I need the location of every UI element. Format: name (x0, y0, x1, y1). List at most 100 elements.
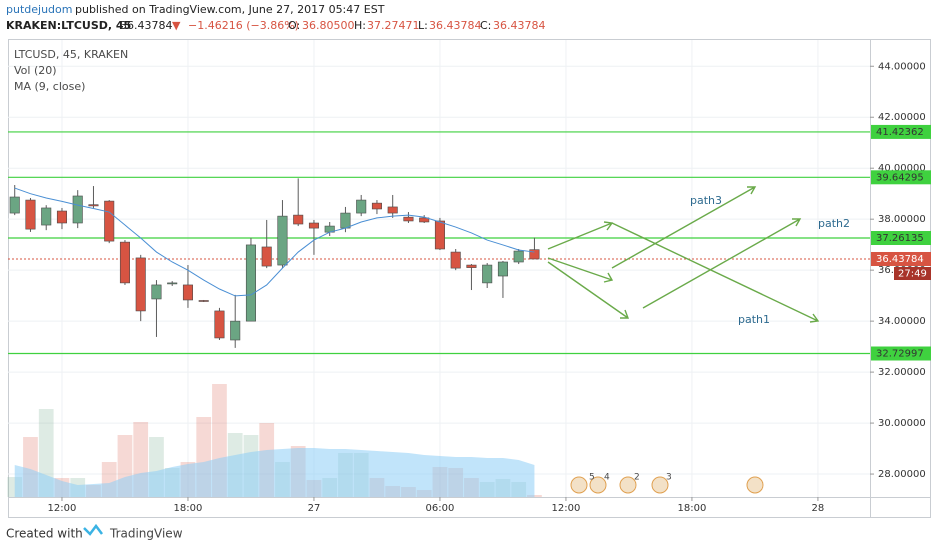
candle-body (482, 264, 493, 284)
change: −1.46216 (−3.86%) (188, 19, 299, 32)
candle-body (198, 300, 209, 302)
countdown: 27:49 (898, 268, 927, 279)
y-tick-label: 32.00000 (878, 367, 926, 378)
y-tick-label: 38.00000 (878, 214, 926, 225)
candle-body (56, 210, 67, 224)
candle-body (245, 244, 256, 322)
candle-body (293, 214, 304, 225)
level-label: 41.42362 (876, 127, 924, 138)
high: 37.27471 (367, 19, 420, 32)
y-tick-label: 34.00000 (878, 316, 926, 327)
event-count: 5 (589, 473, 595, 483)
x-tick-label: 12:00 (48, 503, 77, 514)
candle-body (72, 195, 83, 224)
x-tick-label: 28 (812, 503, 825, 514)
drawings (547, 186, 820, 323)
candle-body (214, 310, 225, 339)
candle-body (25, 199, 36, 230)
level-label-box (871, 346, 931, 361)
x-tick-label: 18:00 (174, 503, 203, 514)
level-label: 32.72997 (876, 349, 924, 360)
candle-body (434, 220, 445, 250)
legend-item: Vol (20) (14, 64, 57, 77)
legend-item: MA (9, close) (14, 80, 85, 93)
candle-body (450, 251, 461, 269)
h-label: H: (354, 19, 366, 32)
grid (8, 40, 870, 497)
volume-pane (7, 384, 542, 497)
y-tick-label: 30.00000 (878, 418, 926, 429)
candle-body (497, 261, 508, 277)
annotation: path1 (738, 313, 770, 326)
level-label-box (871, 124, 931, 139)
annotation: path2 (818, 217, 850, 230)
candle-body (513, 250, 524, 263)
candle-body (340, 212, 351, 229)
y-tick-label: 42.00000 (878, 112, 926, 123)
open: 36.80500 (302, 19, 355, 32)
candle-body (419, 217, 430, 223)
candle-body (356, 199, 367, 214)
volume-ma-area (14, 448, 535, 497)
arrow (611, 186, 757, 269)
annotation: path3 (690, 194, 722, 207)
candle-body (88, 204, 99, 207)
event-icon[interactable] (589, 476, 607, 494)
price: 36.43784 (120, 19, 173, 32)
change-arrow: ▼ (172, 19, 181, 32)
y-tick-label: 44.00000 (878, 61, 926, 72)
candle-body (230, 320, 241, 341)
event-count: 3 (666, 473, 672, 483)
arrow (547, 257, 614, 283)
y-tick-label: 28.00000 (878, 469, 926, 480)
event-icon[interactable] (570, 476, 588, 494)
footer-brand: TradingView (109, 527, 183, 541)
plot (8, 131, 870, 355)
candle-body (151, 284, 162, 300)
x-tick-label: 06:00 (426, 503, 455, 514)
symbol: KRAKEN:LTCUSD, 45 (6, 19, 131, 32)
quote-line: KRAKEN:LTCUSD, 45 36.43784 ▼ −1.46216 (−… (6, 19, 546, 32)
level-label: 39.64295 (876, 172, 924, 183)
candle-body (9, 196, 20, 214)
c-label: C: (480, 19, 491, 32)
candle-body (387, 206, 398, 214)
countdown-box (894, 266, 931, 280)
event-icon[interactable] (619, 476, 637, 494)
low: 36.43784 (429, 19, 482, 32)
event-icon[interactable] (746, 476, 764, 494)
arrow (611, 222, 820, 323)
event-count: 2 (634, 473, 640, 483)
candle-body (403, 216, 414, 222)
author[interactable]: putdejudom (6, 3, 72, 16)
candle-body (119, 241, 130, 284)
candle-body (277, 215, 288, 266)
candle-body (167, 282, 178, 285)
legend-item: LTCUSD, 45, KRAKEN (14, 48, 128, 61)
o-label: O: (288, 19, 300, 32)
candle-body (104, 200, 115, 242)
price-axis: 28.0000030.0000032.0000034.0000036.00000… (48, 61, 931, 514)
candle-body (41, 207, 52, 226)
event-icon[interactable] (651, 476, 669, 494)
level-label-box (871, 170, 931, 185)
event-icons: 5 4 2 3 (570, 473, 764, 494)
candle-body (135, 257, 146, 312)
x-tick-label: 12:00 (552, 503, 581, 514)
l-label: L: (418, 19, 428, 32)
close: 36.43784 (493, 19, 546, 32)
arrow (547, 261, 630, 319)
candle-body (182, 284, 193, 301)
brand-logo (83, 523, 103, 536)
candle-body (261, 246, 272, 267)
x-tick-label: 27 (308, 503, 321, 514)
candle-body (371, 202, 382, 210)
level-label: 37.26135 (876, 233, 924, 244)
candle-body (308, 222, 319, 229)
event-count: 4 (604, 473, 610, 483)
level-label-box (871, 231, 931, 246)
y-tick-label: 40.00000 (878, 163, 926, 174)
candle-body (466, 264, 477, 268)
